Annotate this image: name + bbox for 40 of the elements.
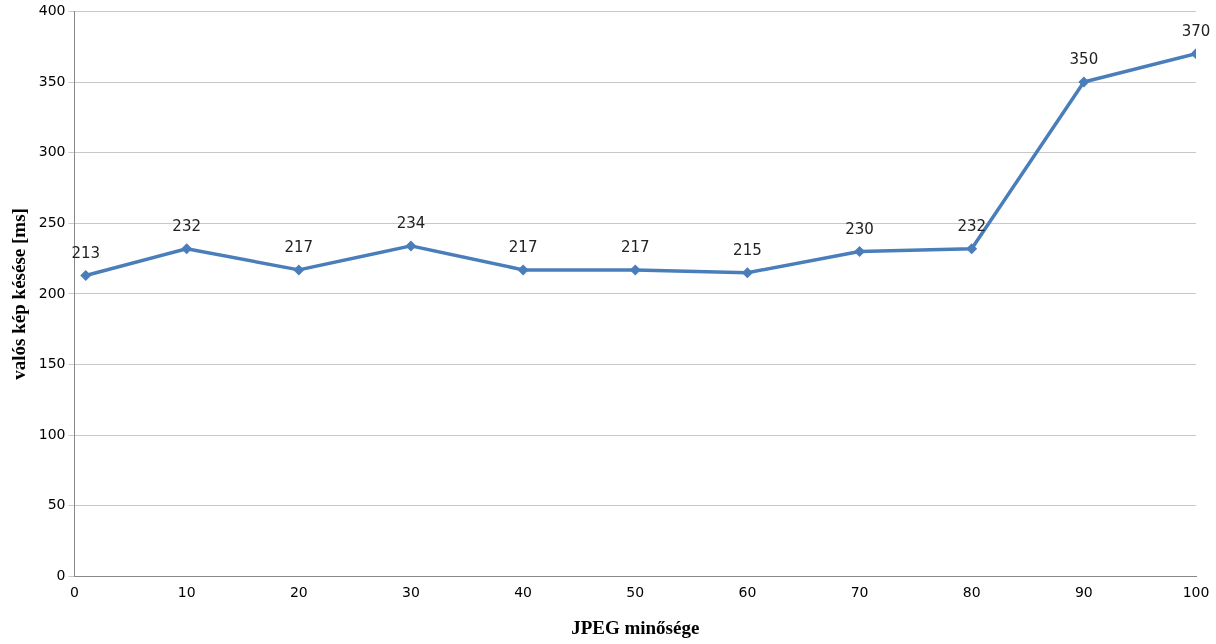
point <box>517 264 529 276</box>
point <box>966 243 978 255</box>
x-tick-label: 20 <box>289 584 308 601</box>
x-tick-label: 10 <box>177 584 196 601</box>
point <box>1078 76 1090 88</box>
x-tick-label: 50 <box>626 584 645 601</box>
x-tick-label: 100 <box>1182 584 1210 601</box>
data-label: 217 <box>284 238 314 257</box>
point <box>293 264 305 276</box>
y-tick-label: 100 <box>38 425 66 442</box>
data-label: 370 <box>1181 22 1211 41</box>
data-label: 217 <box>508 238 538 257</box>
x-tick-label: 80 <box>962 584 981 601</box>
data-label: 350 <box>1069 50 1099 69</box>
y-tick-label: 400 <box>38 2 66 19</box>
x-axis-title: JPEG minősége <box>571 616 700 638</box>
y-tick-label: 50 <box>47 496 66 513</box>
data-label: 232 <box>957 217 987 236</box>
y-tick-label: 250 <box>38 213 66 230</box>
x-tick-label: 30 <box>402 584 420 601</box>
y-tick-label: 150 <box>38 355 66 372</box>
data-label: 213 <box>71 243 101 262</box>
data-label: 234 <box>396 214 426 233</box>
x-tick-label: 70 <box>850 584 869 601</box>
point <box>405 240 417 252</box>
y-axis-title: valós kép késése [ms] <box>8 208 30 380</box>
y-tick-label: 0 <box>56 567 66 584</box>
data-label: 232 <box>172 217 201 236</box>
y-tick-label: 300 <box>38 143 66 160</box>
data-label: 215 <box>733 241 762 260</box>
data-label: 230 <box>845 219 874 238</box>
point <box>80 270 92 282</box>
point <box>181 243 193 255</box>
y-tick-label: 200 <box>38 284 66 301</box>
x-tick-label: 60 <box>738 584 757 601</box>
data-label: 217 <box>620 238 650 257</box>
x-tick-label: 40 <box>514 584 533 601</box>
x-tick-label: 0 <box>70 584 79 601</box>
y-tick-label: 350 <box>38 72 66 89</box>
x-tick-label: 90 <box>1074 584 1093 601</box>
